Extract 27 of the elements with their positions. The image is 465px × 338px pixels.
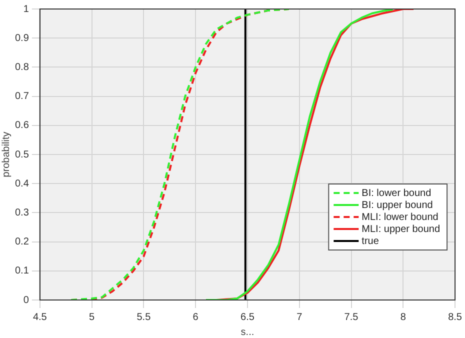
y-axis-title: probability xyxy=(0,132,12,178)
y-tick-label: 0.9 xyxy=(14,32,30,44)
x-axis-title: s... xyxy=(240,326,254,338)
y-tick-label: 0.5 xyxy=(14,149,30,160)
legend-label: BI: upper bound xyxy=(362,200,433,211)
x-tick-label: 4.5 xyxy=(32,312,48,323)
x-tick-label: 5 xyxy=(89,312,96,323)
x-tick-label: 7.5 xyxy=(344,312,359,323)
y-tick-label: 0.8 xyxy=(14,62,30,73)
legend-label: BI: lower bound xyxy=(362,188,432,199)
x-tick-label: 5.5 xyxy=(136,312,152,323)
legend-label: MLI: upper bound xyxy=(362,224,440,235)
y-tick-label: 0.4 xyxy=(14,178,30,190)
y-tick-label: 1 xyxy=(23,4,30,15)
legend-label: true xyxy=(362,236,380,247)
y-tick-label: 0.3 xyxy=(14,207,30,218)
x-tick-label: 8 xyxy=(400,312,406,323)
y-tick-label: 0.6 xyxy=(14,120,30,132)
x-tick-label: 7 xyxy=(296,312,303,323)
x-tick-label: 6.5 xyxy=(240,312,255,323)
y-tick-label: 0 xyxy=(23,294,30,306)
x-tick-label: 8.5 xyxy=(448,312,462,323)
y-tick-label: 0.7 xyxy=(14,91,30,102)
x-tick-label: 6 xyxy=(192,312,199,323)
y-tick-label: 0.2 xyxy=(14,236,30,248)
y-tick-label: 0.1 xyxy=(14,266,30,277)
legend-label: MLI: lower bound xyxy=(362,212,438,223)
